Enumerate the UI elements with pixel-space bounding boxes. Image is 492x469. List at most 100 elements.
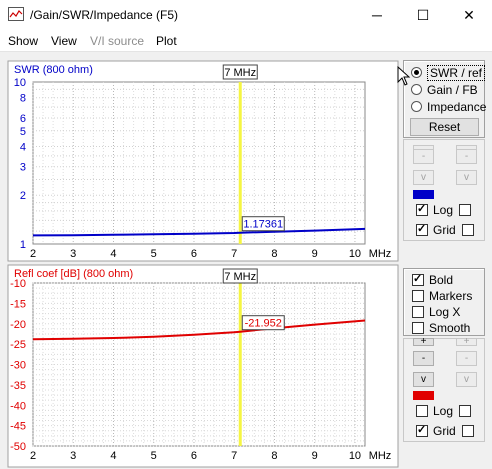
checkbox-label: Grid [433,424,456,438]
refl-scale-plus-button[interactable]: + [413,337,434,347]
swr-log-checkbox[interactable]: Log [416,202,476,219]
cursor-value: -21.952 [245,318,282,330]
maximize-button[interactable]: ☐ [416,7,430,23]
menu-show[interactable]: Show [8,34,39,48]
radio-indicator[interactable] [411,67,422,78]
checkbox-box[interactable] [416,222,428,236]
radio-indicator[interactable] [411,84,422,95]
x-tick-label: 5 [151,450,157,462]
grid [32,82,365,244]
x-tick-label: 3 [70,450,76,462]
swr-offset-minus-button[interactable]: - [456,149,477,164]
x-tick-label: 6 [191,450,197,462]
y-tick-label: 1 [20,239,26,251]
x-tick-label: 5 [151,248,157,260]
checkbox-box[interactable] [412,290,424,302]
swr-color-swatch[interactable] [413,190,434,199]
marker-label: 7 MHz [224,271,256,283]
cursor-value-box [241,315,285,331]
radio-gain-fb[interactable]: Gain / FB [411,83,478,99]
refl-coef-chart[interactable]: Refl coef [dB] (800 ohm)-10 -15 -20 -25 -30 -… [7,264,399,468]
y-tick-label: 10 [14,77,26,89]
checkbox-box[interactable] [416,423,428,437]
marker-label-box [222,268,258,284]
series-line [32,319,366,341]
refl-controls-panel [403,338,485,442]
checkbox-box[interactable] [412,272,424,286]
refl-log-checkbox[interactable]: Log [416,404,476,420]
radio-swr-ref[interactable]: SWR / ref [411,65,486,82]
swr-scale-down-button[interactable]: v [413,170,434,185]
checkbox-box[interactable] [459,204,472,216]
x-tick-label: 9 [312,248,318,260]
x-axis-label: MHz [369,248,392,260]
close-button[interactable]: ✕ [463,7,475,23]
refl-color-swatch[interactable] [413,391,434,400]
swr-grid-checkbox[interactable]: Grid [416,222,479,239]
refl-scale-down-button[interactable]: v [413,372,434,387]
radio-impedance[interactable]: Impedance [411,100,486,116]
y-tick-label: 3 [20,162,26,174]
cursor-value: 1.17361 [243,219,283,231]
markers-checkbox[interactable]: Markers [412,289,472,305]
swr-controls-panel [403,139,485,241]
checkbox-box[interactable] [412,322,424,334]
title-bar[interactable]: /Gain/SWR/Impedance (F5) ─ ☐ ✕ [0,0,492,31]
refl-scale-minus-button[interactable]: - [413,351,434,366]
checkbox-box[interactable] [416,405,428,417]
swr-scale-minus-button[interactable]: - [413,149,434,164]
checkbox-label: Log [433,203,454,217]
swr-offset-down-button[interactable]: v [456,170,477,185]
refl-offset-minus-button[interactable]: - [456,351,477,366]
x-tick-label: 2 [30,248,36,260]
checkbox-box[interactable] [412,306,424,318]
mouse-pointer-icon [397,66,411,86]
menu-plot[interactable]: Plot [156,34,177,48]
minimize-button[interactable]: ─ [372,7,382,23]
y-tick-label: 2 [20,190,26,202]
x-tick-label: 10 [349,450,361,462]
x-tick-label: 3 [70,248,76,260]
radio-indicator[interactable] [411,101,422,112]
checkbox-label: Log [433,404,454,418]
smooth-checkbox[interactable]: Smooth [412,321,470,337]
marker-label-box [222,64,258,80]
x-tick-label: 4 [110,450,116,462]
marker-label: 7 MHz [224,67,256,79]
checkbox-box[interactable] [416,202,428,216]
x-tick-label: 8 [271,248,277,260]
y-tick-label: -15 [10,298,26,310]
plot-area [32,81,366,245]
x-tick-label: 8 [271,450,277,462]
checkbox-label: Markers [429,289,473,303]
checkbox-box[interactable] [459,405,472,417]
chart-title: SWR (800 ohm) [14,64,93,76]
x-tick-label: 6 [191,248,197,260]
y-tick-label: -35 [10,380,26,392]
checkbox-box[interactable] [461,425,474,437]
y-tick-label: 5 [20,126,26,138]
y-tick-label: -50 [10,441,26,453]
reset-button[interactable]: Reset [410,118,479,136]
mode-panel: SWR / ref Gain / FB Impedance [403,60,486,138]
y-tick-label: -30 [10,360,26,372]
checkbox-box[interactable] [461,224,474,236]
checkbox-label: Grid [433,223,456,237]
refl-offset-plus-button[interactable]: + [456,337,477,347]
chart-title: Refl coef [dB] (800 ohm) [14,268,133,280]
menu-vi-source[interactable]: V/I source [90,34,145,48]
logx-checkbox[interactable]: Log X [412,305,460,321]
x-tick-label: 9 [312,450,318,462]
display-options-panel: Bold Markers Log X Smooth [403,268,485,336]
refl-offset-down-button[interactable]: v [456,372,477,387]
menu-view[interactable]: View [51,34,77,48]
window-title: /Gain/SWR/Impedance (F5) [30,8,179,22]
checkbox-label: Smooth [429,321,471,335]
y-tick-label: -40 [10,400,26,412]
refl-grid-checkbox[interactable]: Grid [416,423,479,440]
bold-checkbox[interactable]: Bold [412,272,453,289]
radio-label: Impedance [427,100,487,114]
x-tick-label: 4 [110,248,116,260]
